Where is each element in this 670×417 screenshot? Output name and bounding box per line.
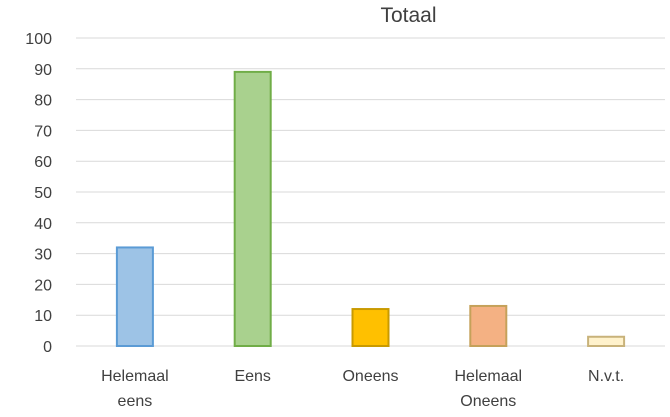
x-tick-label: Helemaal: [101, 368, 169, 385]
y-tick-label: 30: [34, 247, 52, 264]
bar: [233, 70, 272, 347]
y-tick-label: 80: [34, 93, 52, 110]
y-tick-label: 0: [43, 339, 52, 356]
y-tick-label: 100: [25, 31, 52, 48]
y-tick-label: 90: [34, 62, 52, 79]
x-tick-label: N.v.t.: [588, 368, 624, 385]
y-tick-label: 20: [34, 277, 52, 294]
y-tick-label: 10: [34, 308, 52, 325]
bar: [115, 246, 154, 347]
y-tick-label: 70: [34, 123, 52, 140]
y-tick-label: 50: [34, 185, 52, 202]
chart-title: Totaal: [380, 4, 437, 27]
y-tick-label: 40: [34, 216, 52, 233]
x-tick-label: Oneens: [342, 368, 398, 385]
x-tick-label: Oneens: [460, 393, 516, 410]
x-tick-label: Helemaal: [455, 368, 523, 385]
bar: [469, 304, 508, 347]
x-tick-label: eens: [118, 393, 153, 410]
bar: [351, 308, 390, 348]
bar: [587, 335, 626, 348]
x-tick-label: Eens: [234, 368, 270, 385]
y-tick-label: 60: [34, 154, 52, 171]
